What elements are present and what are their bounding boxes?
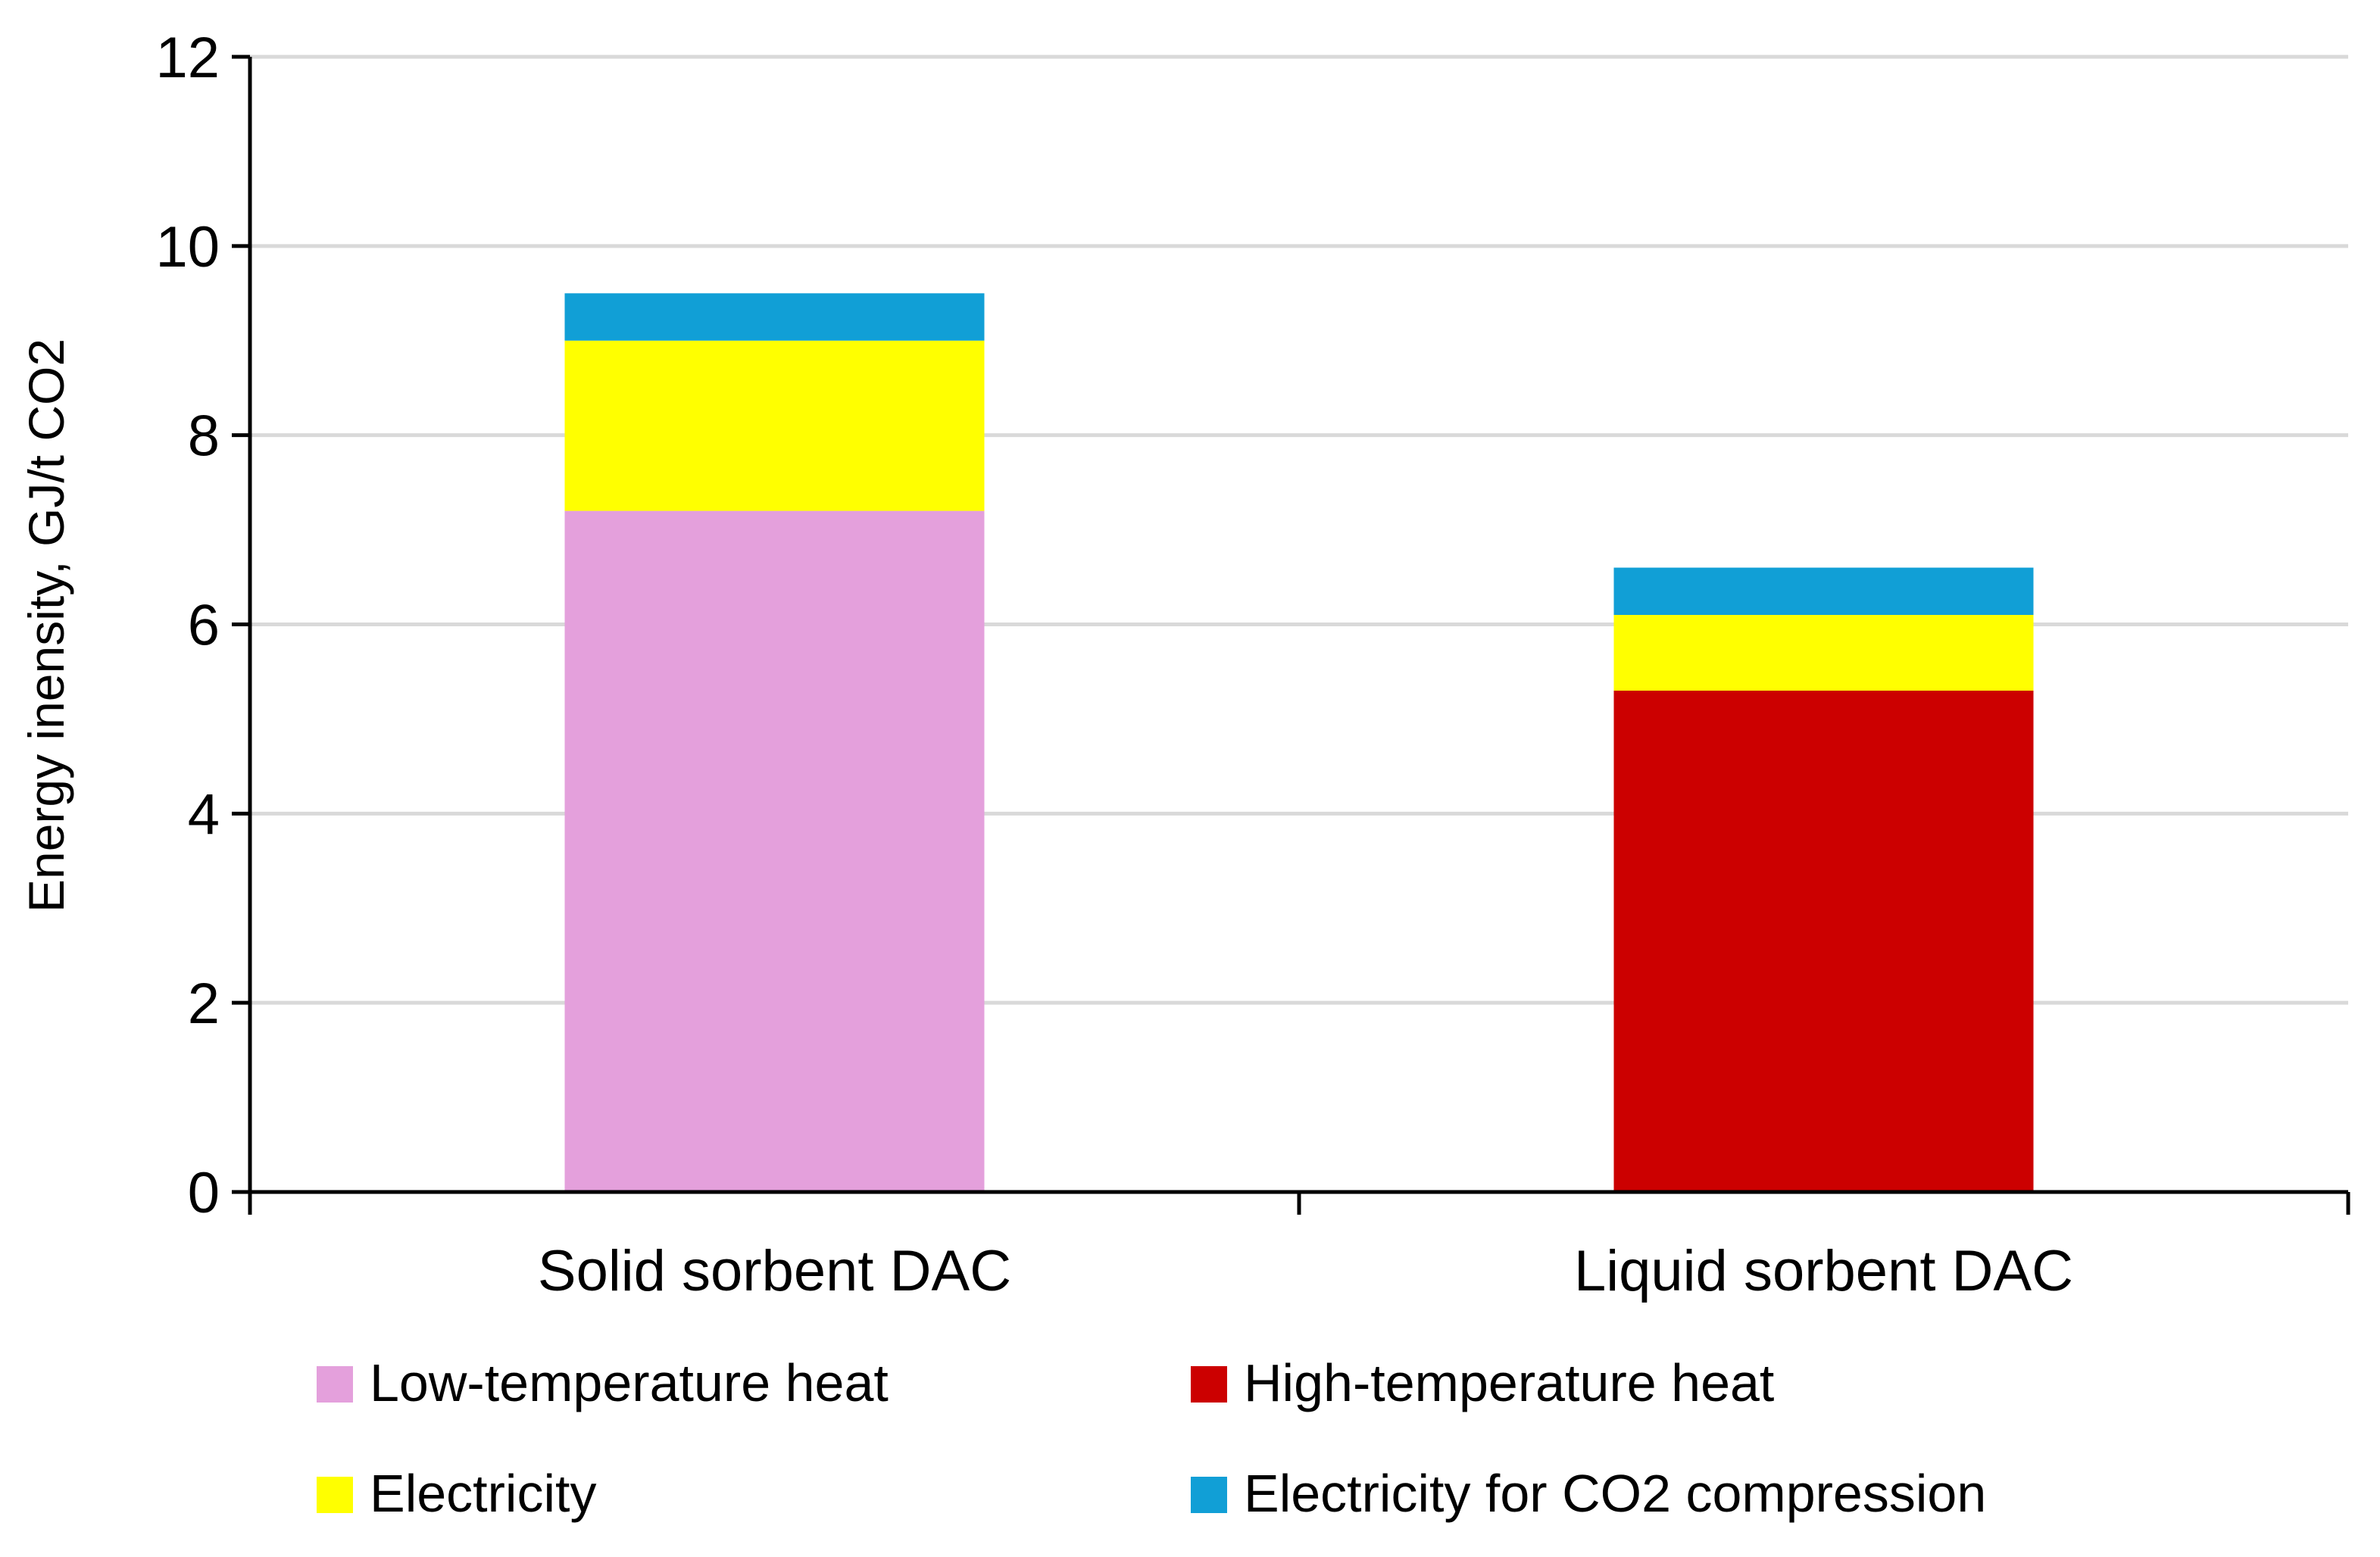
bar-segment-electricity-for-co2-compression	[1613, 567, 2034, 616]
x-category-label: Solid sorbent DAC	[538, 1239, 1011, 1303]
legend-label: Electricity for CO2 compression	[1244, 1464, 1986, 1523]
y-tick-label: 4	[188, 782, 220, 847]
bars	[564, 293, 2034, 1192]
legend-swatch	[317, 1477, 353, 1513]
x-category-label: Liquid sorbent DAC	[1574, 1239, 2073, 1303]
y-axis-title: Energy inensity, GJ/t CO2	[18, 339, 74, 913]
legend-label: High-temperature heat	[1244, 1353, 1774, 1412]
legend-swatch	[317, 1366, 353, 1403]
legend-label: Electricity	[370, 1464, 596, 1523]
legend-swatch	[1191, 1366, 1227, 1403]
bar-segment-electricity-for-co2-compression	[564, 293, 985, 341]
y-tick-label: 0	[188, 1161, 220, 1225]
bar-segment-low-temperature-heat	[564, 510, 985, 1192]
y-tick-label: 8	[188, 404, 220, 469]
legend-swatch	[1191, 1477, 1227, 1513]
axes: 0 2 4 6 8 10 12 Solid sorbent DAC Liquid sorbent…	[155, 26, 2350, 1303]
y-tick-label: 2	[188, 972, 220, 1036]
bar-segment-electricity	[1613, 615, 2034, 691]
bar-segment-high-temperature-heat	[1613, 690, 2034, 1192]
y-tick-label: 6	[188, 594, 220, 658]
bar-segment-electricity	[564, 340, 985, 511]
legend: Low-temperature heat High-temperature hea…	[317, 1353, 1986, 1523]
y-tick-label: 12	[155, 26, 220, 90]
y-tick-label: 10	[155, 215, 220, 279]
legend-label: Low-temperature heat	[370, 1353, 889, 1412]
